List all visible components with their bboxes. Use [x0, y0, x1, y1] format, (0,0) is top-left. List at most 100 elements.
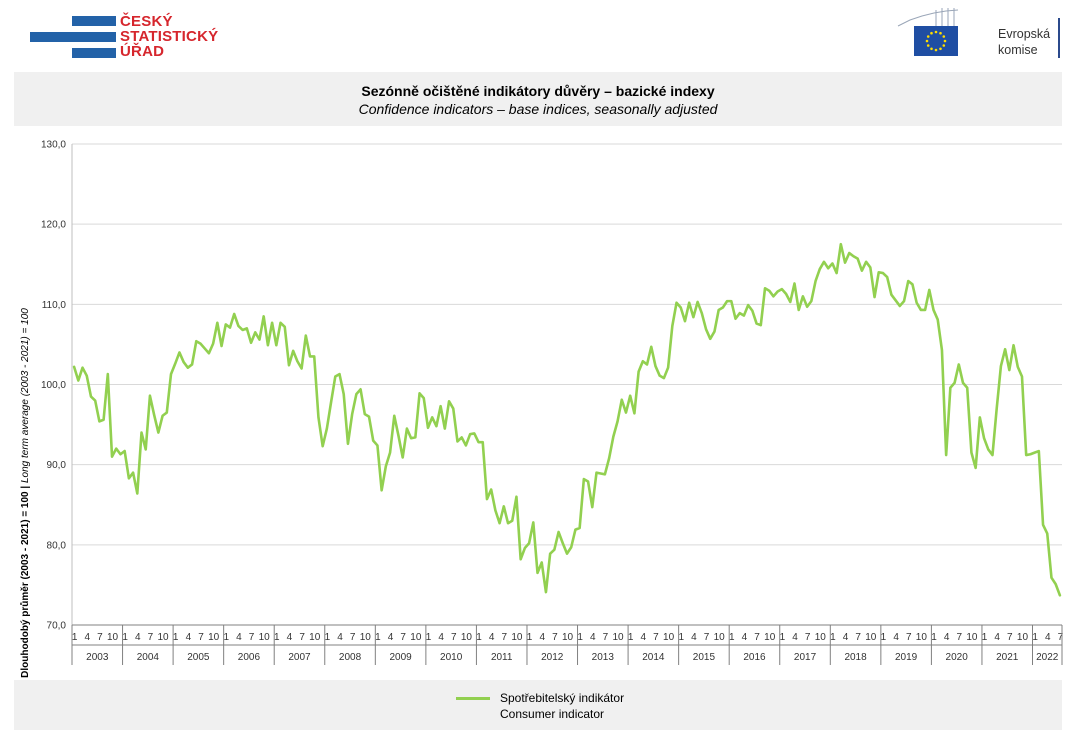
x-month-tick-label: 7	[148, 632, 154, 643]
x-month-tick-label: 7	[957, 632, 963, 643]
x-month-tick-label: 10	[663, 632, 675, 643]
y-axis-label: Dlouhodobý průměr (2003 - 2021) = 100 | …	[19, 308, 31, 678]
x-month-tick-label: 4	[994, 632, 1000, 643]
y-tick-label: 120,0	[41, 220, 66, 231]
x-month-tick-label: 1	[881, 632, 887, 643]
x-month-tick-label: 10	[612, 632, 624, 643]
x-year-label: 2013	[592, 652, 615, 663]
x-month-tick-label: 1	[375, 632, 381, 643]
x-month-tick-label: 4	[590, 632, 596, 643]
x-month-tick-label: 7	[552, 632, 558, 643]
x-year-label: 2020	[946, 652, 969, 663]
ec-logo-divider	[1058, 18, 1060, 58]
x-month-tick-label: 1	[628, 632, 634, 643]
x-month-tick-label: 1	[982, 632, 988, 643]
y-tick-label: 70,0	[47, 621, 67, 632]
x-month-tick-label: 7	[754, 632, 760, 643]
x-month-tick-label: 4	[438, 632, 444, 643]
legend-label: Spotřebitelský indikátor Consumer indica…	[500, 690, 624, 722]
x-month-tick-label: 10	[916, 632, 928, 643]
x-year-label: 2008	[339, 652, 362, 663]
chart-title-box: Sezónně očištěné indikátory důvěry – baz…	[14, 72, 1062, 126]
series-line-consumer-indicator	[72, 242, 1062, 597]
header: ČESKÝ STATISTICKÝ ÚŘAD Evropská komise	[0, 0, 1072, 72]
x-month-tick-label: 10	[360, 632, 372, 643]
x-month-tick-label: 10	[461, 632, 473, 643]
x-month-tick-label: 7	[653, 632, 659, 643]
x-year-label: 2017	[794, 652, 817, 663]
x-year-label: 2006	[238, 652, 261, 663]
chart-series	[72, 242, 1062, 597]
x-month-tick-label: 7	[805, 632, 811, 643]
x-month-tick-label: 4	[1045, 632, 1051, 643]
x-year-label: 2014	[642, 652, 665, 663]
x-year-label: 2005	[187, 652, 210, 663]
x-year-label: 2007	[288, 652, 311, 663]
x-month-tick-label: 1	[223, 632, 229, 643]
x-month-tick-label: 1	[527, 632, 533, 643]
x-month-tick-label: 10	[865, 632, 877, 643]
eu-flag-icon	[914, 26, 958, 56]
x-month-tick-label: 7	[906, 632, 912, 643]
x-month-tick-label: 1	[830, 632, 836, 643]
x-month-tick-label: 7	[198, 632, 204, 643]
x-month-tick-label: 4	[691, 632, 697, 643]
x-month-tick-label: 10	[158, 632, 170, 643]
y-tick-label: 80,0	[47, 540, 67, 551]
ec-logo: Evropská komise	[896, 8, 1066, 58]
x-month-tick-label: 10	[966, 632, 978, 643]
ec-building-icon	[897, 8, 959, 27]
x-year-label: 2016	[743, 652, 766, 663]
x-month-tick-label: 1	[173, 632, 179, 643]
x-month-tick-label: 7	[603, 632, 609, 643]
chart-title: Sezónně očištěné indikátory důvěry – baz…	[361, 83, 715, 99]
x-month-tick-label: 7	[97, 632, 103, 643]
x-month-tick-label: 10	[107, 632, 119, 643]
x-year-label: 2010	[440, 652, 463, 663]
x-month-tick-label: 4	[843, 632, 849, 643]
y-axis-label-en: Long term average (2003 - 2021) = 100	[20, 308, 31, 483]
x-month-tick-label: 1	[325, 632, 331, 643]
x-month-tick-label: 7	[249, 632, 255, 643]
ec-logo-text: Evropská komise	[998, 27, 1051, 57]
x-month-tick-label: 4	[792, 632, 798, 643]
x-month-tick-label: 7	[299, 632, 305, 643]
y-tick-label: 100,0	[41, 380, 66, 391]
x-month-tick-label: 7	[451, 632, 457, 643]
x-month-tick-label: 1	[729, 632, 735, 643]
x-month-tick-label: 4	[539, 632, 545, 643]
x-month-tick-label: 10	[410, 632, 422, 643]
x-month-tick-label: 4	[388, 632, 394, 643]
x-month-tick-label: 10	[562, 632, 574, 643]
x-month-tick-label: 4	[186, 632, 192, 643]
x-month-tick-label: 1	[72, 632, 78, 643]
csu-logo: ČESKÝ STATISTICKÝ ÚŘAD	[30, 14, 220, 62]
x-month-tick-label: 4	[742, 632, 748, 643]
y-axis-label-cz: Dlouhodobý průměr (2003 - 2021) = 100	[19, 491, 31, 678]
y-tick-label: 110,0	[42, 300, 67, 311]
x-month-tick-label: 1	[780, 632, 786, 643]
x-month-tick-label: 7	[704, 632, 710, 643]
y-axis-label-separator: |	[20, 483, 31, 491]
x-year-label: 2009	[389, 652, 412, 663]
csu-logo-bars-icon	[30, 16, 116, 58]
legend-swatch-consumer	[456, 697, 490, 700]
legend: Spotřebitelský indikátor Consumer indica…	[14, 680, 1062, 730]
y-tick-label: 90,0	[47, 460, 67, 471]
x-month-tick-label: 1	[426, 632, 432, 643]
x-month-tick-label: 10	[815, 632, 827, 643]
x-year-label: 2011	[491, 652, 513, 663]
x-month-tick-label: 1	[274, 632, 280, 643]
x-month-tick-label: 10	[208, 632, 220, 643]
x-month-tick-label: 7	[350, 632, 356, 643]
x-month-tick-label: 4	[287, 632, 293, 643]
x-year-label: 2022	[1036, 652, 1059, 663]
x-month-tick-label: 4	[337, 632, 343, 643]
x-month-tick-label: 10	[764, 632, 776, 643]
x-month-tick-label: 7	[1058, 632, 1064, 643]
x-month-tick-label: 7	[400, 632, 406, 643]
x-month-tick-label: 7	[1007, 632, 1013, 643]
x-year-label: 2021	[996, 652, 1019, 663]
x-month-tick-label: 1	[122, 632, 128, 643]
